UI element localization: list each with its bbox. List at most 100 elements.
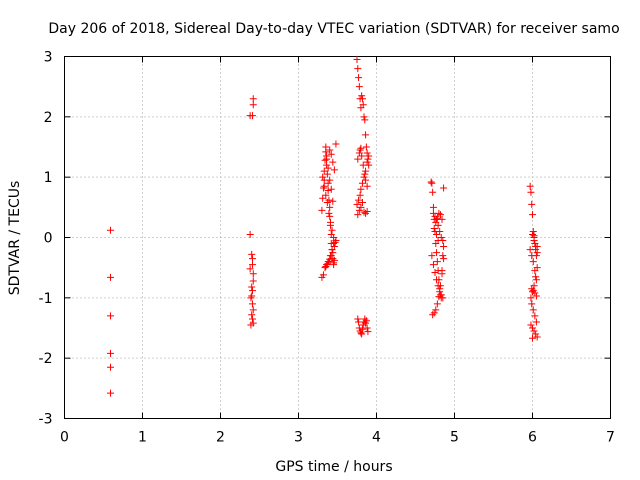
data-point	[433, 300, 441, 308]
data-point	[440, 243, 448, 251]
y-tick-label: 1	[44, 170, 53, 186]
data-point	[357, 203, 365, 211]
data-point	[329, 158, 337, 166]
data-point	[363, 158, 371, 166]
data-point	[358, 199, 366, 207]
data-point	[528, 300, 536, 308]
data-point	[430, 309, 438, 317]
y-axis-label: SDTVAR / TECUs	[7, 181, 23, 296]
data-point	[353, 200, 361, 208]
data-point	[319, 194, 327, 202]
x-tick-label: 5	[450, 430, 459, 446]
data-point	[530, 232, 538, 240]
data-point	[321, 156, 329, 164]
data-point	[332, 140, 340, 148]
data-point	[360, 208, 368, 216]
grid-lines	[64, 56, 611, 419]
plot-frame	[64, 56, 611, 419]
data-point	[319, 271, 327, 279]
data-point	[440, 255, 448, 263]
data-point	[323, 155, 331, 163]
data-point	[326, 252, 334, 260]
data-point	[363, 182, 371, 190]
data-point	[247, 294, 255, 302]
data-point	[360, 113, 368, 121]
data-point	[527, 294, 535, 302]
x-tick-label: 3	[294, 430, 303, 446]
data-point	[327, 185, 335, 193]
data-point	[318, 206, 326, 214]
data-point	[359, 101, 367, 109]
data-point	[428, 252, 436, 260]
x-tick-label: 4	[372, 430, 381, 446]
data-point	[320, 167, 328, 175]
data-point	[248, 112, 256, 120]
x-tick-label: 7	[606, 430, 615, 446]
data-point	[323, 170, 331, 178]
data-point	[429, 188, 437, 196]
data-point	[529, 258, 537, 266]
data-point	[528, 200, 536, 208]
data-point	[358, 92, 366, 100]
data-point	[439, 252, 447, 260]
data-point	[432, 218, 440, 226]
data-point	[358, 179, 366, 187]
data-point	[428, 179, 436, 187]
data-point	[248, 300, 256, 308]
data-point	[326, 146, 334, 154]
data-point	[324, 164, 332, 172]
data-point	[531, 267, 539, 275]
y-tick-label: -1	[39, 291, 53, 307]
data-point	[359, 161, 367, 169]
data-point	[323, 199, 331, 207]
data-point	[433, 214, 441, 222]
data-point	[247, 321, 255, 329]
data-point	[107, 226, 115, 234]
data-point	[362, 317, 370, 325]
data-point	[354, 65, 362, 73]
data-point	[330, 166, 338, 174]
data-point	[528, 285, 536, 293]
data-point	[248, 287, 256, 295]
data-point	[436, 227, 444, 235]
data-point	[319, 184, 327, 192]
data-point	[330, 234, 338, 241]
data-point	[248, 311, 256, 319]
data-point	[440, 184, 448, 192]
data-point	[355, 196, 363, 204]
data-point	[433, 249, 441, 257]
data-point	[330, 240, 338, 248]
chart-title: Day 206 of 2018, Sidereal Day-to-day VTE…	[48, 21, 619, 37]
data-point	[529, 306, 537, 314]
data-point	[325, 258, 333, 266]
data-point	[531, 312, 539, 320]
data-point	[355, 74, 363, 82]
data-point	[365, 152, 373, 160]
data-point	[324, 179, 332, 187]
data-point	[361, 170, 369, 178]
data-point	[532, 330, 540, 338]
data-point	[328, 226, 336, 234]
data-point	[528, 252, 536, 260]
data-point	[248, 255, 256, 263]
data-point	[248, 292, 256, 300]
x-tick-label: 1	[138, 430, 147, 446]
data-point	[437, 291, 445, 299]
data-point	[527, 188, 535, 196]
data-point	[248, 283, 256, 291]
y-tick-label: -2	[39, 351, 53, 367]
data-point	[248, 315, 256, 323]
data-point	[434, 237, 442, 245]
data-point	[358, 325, 366, 333]
data-point	[439, 294, 447, 302]
data-point	[429, 203, 437, 211]
data-point	[433, 276, 441, 284]
data-point	[107, 389, 115, 397]
data-point	[249, 101, 257, 109]
data-point	[433, 258, 441, 266]
data-point	[429, 311, 437, 319]
data-point	[322, 143, 330, 151]
data-point	[438, 267, 446, 275]
x-tick-label: 0	[60, 430, 69, 446]
data-point	[436, 211, 444, 219]
